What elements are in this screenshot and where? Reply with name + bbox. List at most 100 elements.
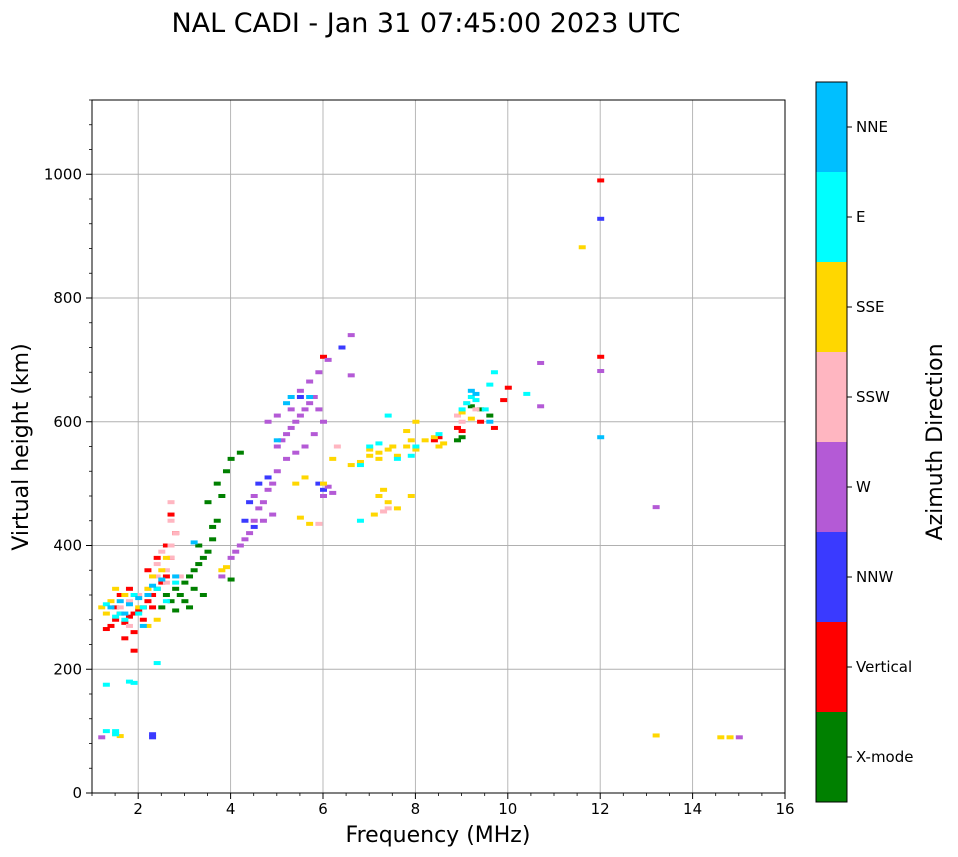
data-point-e [463, 401, 471, 406]
data-point-x-mode [236, 450, 244, 455]
colorbar-tick-label: SSE [856, 298, 885, 316]
data-point-x-mode [204, 500, 212, 505]
data-point-w [264, 419, 272, 424]
data-point-x-mode [227, 456, 235, 461]
data-point-sse [440, 441, 448, 446]
data-point-sse [403, 429, 411, 434]
data-point-e [490, 370, 498, 375]
data-point-w [347, 333, 355, 338]
data-point-sse [375, 456, 383, 461]
data-point-e [366, 444, 374, 449]
y-tick-label: 200 [53, 660, 82, 678]
data-point-e [356, 463, 364, 468]
data-point-vertical [139, 617, 147, 622]
data-point-ssw [453, 413, 461, 418]
data-point-sse [407, 438, 415, 443]
data-point-w [315, 370, 323, 375]
colorbar-tick-label: SSW [856, 388, 890, 406]
data-point-vertical [167, 512, 175, 517]
data-point-w [283, 456, 291, 461]
data-point-vertical [121, 620, 129, 625]
data-point-nne [273, 438, 281, 443]
x-axis-label: Frequency (MHz) [346, 823, 531, 848]
plot-border [91, 99, 786, 794]
data-point-nne [125, 602, 133, 607]
data-point-w [347, 373, 355, 378]
x-tick-label: 4 [226, 800, 236, 818]
data-point-vertical [102, 627, 110, 632]
colorbar-tick-label: E [856, 208, 865, 226]
data-point-e [130, 680, 138, 685]
data-point-e [356, 518, 364, 523]
data-point-vertical [112, 605, 120, 610]
data-point-w [306, 379, 314, 384]
data-point-w [296, 388, 304, 393]
data-point-sse [393, 453, 401, 458]
data-points [98, 178, 743, 740]
data-point-x-mode [167, 599, 175, 604]
data-point-nne [158, 577, 166, 582]
data-point-nnw [255, 481, 263, 486]
data-point-sse [116, 734, 124, 739]
data-point-x-mode [458, 435, 466, 440]
data-point-x-mode [209, 537, 217, 542]
x-tick-label: 6 [318, 800, 328, 818]
colorbar-segment [816, 532, 847, 622]
data-point-ssw [158, 549, 166, 554]
data-point-x-mode [195, 543, 203, 548]
data-point-ssw [153, 574, 161, 579]
colorbar-segment [816, 712, 847, 802]
data-point-vertical [597, 178, 605, 183]
data-point-vertical [504, 385, 512, 390]
data-point-e [384, 413, 392, 418]
data-point-x-mode [209, 524, 217, 529]
data-point-w [287, 425, 295, 430]
data-point-vertical [435, 435, 443, 440]
x-tick-label: 12 [591, 800, 610, 818]
data-point-vertical [107, 623, 115, 628]
y-tick-label: 1000 [44, 165, 82, 183]
data-point-sse [375, 494, 383, 498]
data-point-sse [347, 463, 355, 468]
data-point-x-mode [162, 593, 170, 597]
data-point-e [121, 617, 129, 622]
data-point-sse [366, 453, 374, 458]
colorbar-tick-label: W [856, 478, 871, 496]
x-tick-label: 2 [133, 800, 143, 818]
data-point-e [135, 611, 143, 616]
data-point-w [306, 401, 314, 406]
data-point-vertical [130, 611, 138, 616]
data-point-e [523, 391, 531, 396]
data-point-nne [597, 435, 605, 440]
data-point-sse [726, 735, 734, 740]
data-point-nne [467, 388, 475, 393]
data-point-nnw [296, 395, 304, 399]
data-point-sse [407, 494, 415, 498]
data-point-ssw [125, 623, 133, 628]
data-point-ssw [162, 580, 170, 585]
data-point-w [292, 419, 300, 424]
data-point-sse [121, 593, 129, 597]
colorbar-label: Azimuth Direction [923, 343, 948, 540]
data-point-nne [190, 540, 198, 545]
data-point-w [329, 490, 337, 495]
data-point-x-mode [190, 586, 198, 591]
data-point-sse [356, 459, 364, 464]
data-point-w [218, 574, 226, 579]
data-point-e [162, 599, 170, 604]
data-point-sse [107, 599, 115, 604]
data-point-w [250, 494, 258, 498]
data-point-w [315, 407, 323, 412]
data-point-e [139, 605, 147, 610]
data-point-ssw [167, 555, 175, 560]
y-tick-label: 600 [53, 413, 82, 431]
data-point-vertical [453, 425, 461, 430]
data-point-e [375, 441, 383, 446]
data-point-w [236, 543, 244, 548]
data-point-vertical [158, 580, 166, 585]
data-point-sse [370, 512, 378, 517]
data-point-w [287, 407, 295, 412]
x-tick-label: 14 [683, 800, 702, 818]
data-point-x-mode [172, 586, 180, 591]
